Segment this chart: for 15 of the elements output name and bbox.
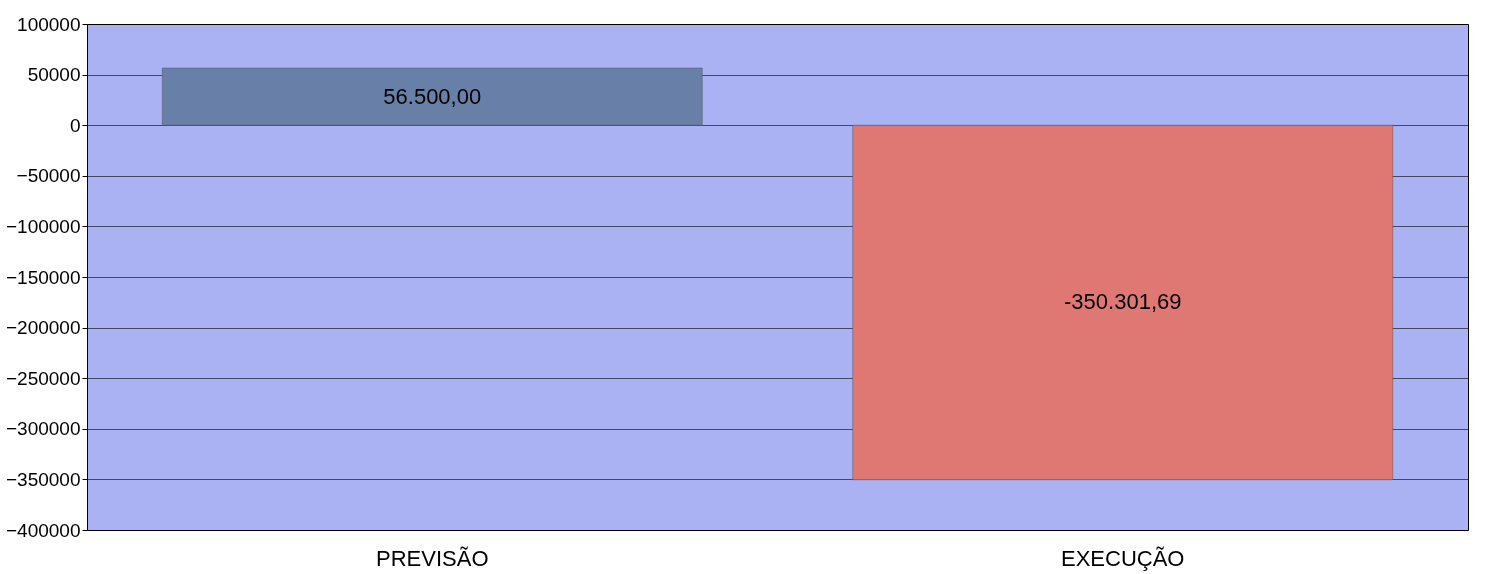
y-tick-label: 0 [69, 114, 81, 136]
y-tick-label: −300000 [6, 418, 81, 440]
y-tick-label: −150000 [6, 266, 81, 288]
y-tick-label: −200000 [6, 317, 81, 339]
y-tick-label: 50000 [27, 64, 81, 86]
y-tick-label: −50000 [16, 165, 81, 187]
y-tick-label: −400000 [6, 519, 81, 541]
x-tick-label: PREVISÃO [376, 545, 489, 571]
y-tick-label: −100000 [6, 215, 81, 237]
data-label: -350.301,69 [1064, 289, 1182, 315]
y-tick-label: −350000 [6, 468, 81, 490]
x-tick-label: EXECUÇÃO [1061, 545, 1185, 571]
data-label: 56.500,00 [383, 83, 482, 109]
y-tick-label: −250000 [6, 367, 81, 389]
y-tick-label: 100000 [17, 13, 81, 35]
